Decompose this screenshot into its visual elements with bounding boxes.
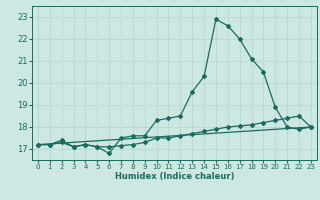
- X-axis label: Humidex (Indice chaleur): Humidex (Indice chaleur): [115, 172, 234, 181]
